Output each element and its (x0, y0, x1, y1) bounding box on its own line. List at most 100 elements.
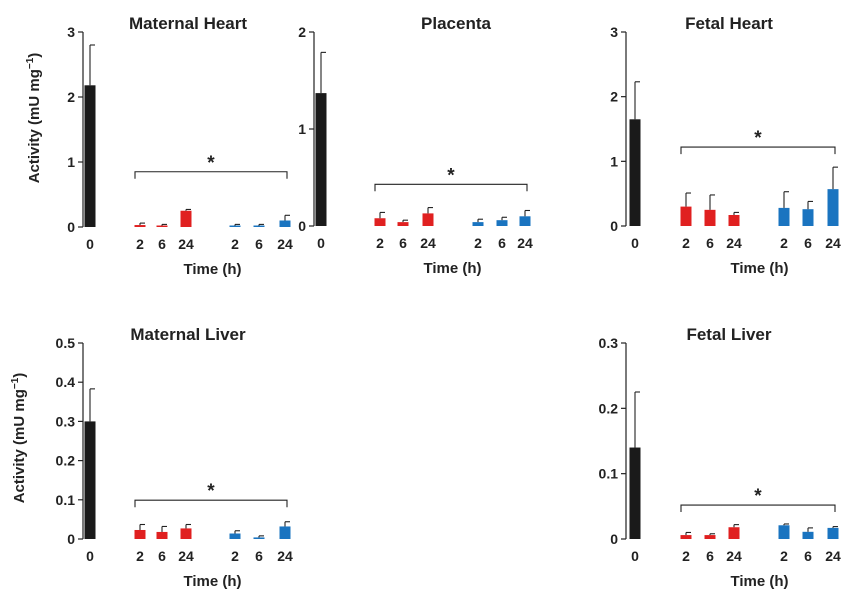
bar (704, 535, 716, 539)
bar (519, 216, 531, 226)
bar (472, 222, 484, 226)
y-tick-label: 2 (67, 89, 75, 105)
y-tick-label: 0.1 (599, 466, 619, 482)
bar (156, 531, 168, 539)
y-tick-label: 0 (610, 218, 618, 234)
x-tick-label: 2 (682, 235, 690, 251)
x-tick-label: 0 (631, 548, 639, 564)
y-tick-label: 1 (298, 121, 306, 137)
bar (629, 447, 641, 539)
y-tick-label: 0.3 (599, 335, 619, 351)
bar (84, 85, 96, 227)
x-tick-label: 24 (277, 548, 293, 564)
bar (802, 531, 814, 539)
chart-title: Fetal Heart (685, 14, 773, 33)
x-tick-label: 0 (631, 235, 639, 251)
x-tick-label: 24 (277, 236, 293, 252)
significance-star: * (447, 165, 455, 186)
bar (728, 215, 740, 226)
bar (802, 209, 814, 226)
significance-star: * (754, 486, 762, 507)
bar (253, 225, 265, 227)
bar (229, 533, 241, 539)
x-tick-label: 24 (825, 548, 841, 564)
y-axis-label-bottom-row: Activity (mU mg−1) (10, 373, 28, 504)
y-axis-label-superscript: −1 (25, 57, 36, 69)
y-tick-label: 0.5 (56, 335, 76, 351)
y-tick-label: 1 (610, 153, 618, 169)
chart-title: Fetal Liver (686, 325, 771, 344)
x-axis-label: Time (h) (423, 260, 481, 277)
bar (229, 225, 241, 227)
bar (496, 220, 508, 226)
y-axis-label-superscript: −1 (10, 377, 21, 389)
bar (704, 209, 716, 226)
significance-bracket (680, 504, 836, 513)
significance-bracket (134, 499, 288, 508)
x-tick-label: 6 (706, 235, 714, 251)
significance-bracket (134, 171, 288, 179)
x-tick-label: 24 (178, 548, 194, 564)
x-tick-label: 24 (517, 235, 533, 251)
x-tick-label: 6 (158, 236, 166, 252)
significance-bracket (680, 146, 836, 155)
x-tick-label: 24 (420, 235, 436, 251)
bar (629, 119, 641, 226)
significance-star: * (207, 153, 215, 174)
bar (180, 528, 192, 539)
y-tick-label: 2 (298, 24, 306, 40)
y-axis-label-close: ) (26, 53, 43, 58)
bar (180, 210, 192, 227)
y-axis-label-close: ) (11, 373, 28, 378)
x-tick-label: 0 (86, 548, 94, 564)
x-axis-label: Time (h) (730, 573, 788, 590)
y-tick-label: 0.3 (56, 413, 76, 429)
y-tick-label: 0 (67, 531, 75, 547)
significance-bracket (374, 183, 528, 192)
x-tick-label: 6 (255, 548, 263, 564)
x-tick-label: 2 (682, 548, 690, 564)
x-tick-label: 0 (317, 235, 325, 251)
bar (84, 421, 96, 539)
x-tick-label: 2 (136, 236, 144, 252)
x-tick-label: 0 (86, 236, 94, 252)
bar (728, 527, 740, 539)
significance-star: * (207, 481, 215, 502)
bar (397, 222, 409, 226)
x-tick-label: 2 (376, 235, 384, 251)
x-tick-label: 6 (399, 235, 407, 251)
bar (422, 213, 434, 226)
significance-star: * (754, 128, 762, 149)
bar (827, 527, 839, 539)
x-tick-label: 2 (231, 236, 239, 252)
y-tick-label: 3 (610, 24, 618, 40)
x-tick-label: 6 (706, 548, 714, 564)
bar (827, 189, 839, 226)
bar (156, 225, 168, 227)
x-tick-label: 6 (804, 235, 812, 251)
y-tick-label: 3 (67, 24, 75, 40)
y-tick-label: 0.1 (56, 492, 76, 508)
x-tick-label: 6 (804, 548, 812, 564)
y-tick-label: 0.2 (56, 453, 76, 469)
x-tick-label: 6 (498, 235, 506, 251)
x-tick-label: 2 (780, 548, 788, 564)
y-tick-label: 0.4 (56, 374, 76, 390)
x-tick-label: 2 (231, 548, 239, 564)
bar (315, 93, 327, 226)
y-axis-label-text: Activity (mU mg (11, 389, 28, 503)
x-tick-label: 6 (255, 236, 263, 252)
y-axis-label-text: Activity (mU mg (26, 69, 43, 183)
x-axis-label: Time (h) (730, 260, 788, 277)
chart-title: Maternal Heart (129, 14, 247, 33)
bar (279, 526, 291, 539)
y-tick-label: 0 (610, 531, 618, 547)
bar (279, 220, 291, 227)
y-tick-label: 2 (610, 89, 618, 105)
x-tick-label: 24 (825, 235, 841, 251)
